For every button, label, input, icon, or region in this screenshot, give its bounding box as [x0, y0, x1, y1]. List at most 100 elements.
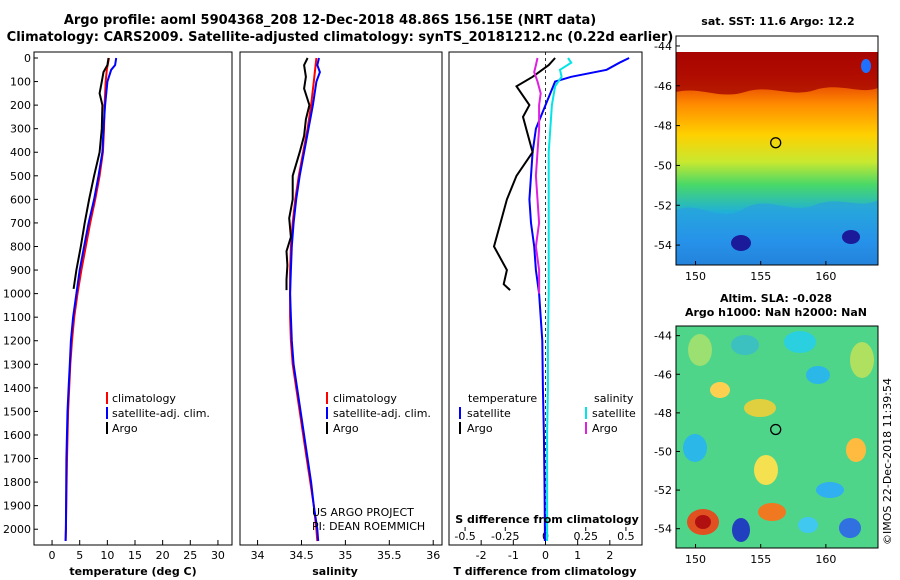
- lon-tick-label: 150: [685, 553, 706, 566]
- lat-tick-label: -50: [654, 445, 672, 458]
- legend-t-argo: Argo: [467, 422, 493, 435]
- sst-map-title: sat. SST: 11.6 Argo: 12.2: [701, 15, 854, 28]
- legend-mark-climatology: [106, 392, 108, 404]
- sla-blob: [744, 399, 776, 417]
- s-difference-tick-label: 0.5: [617, 530, 635, 543]
- temperature-x-tick-label: 20: [156, 549, 170, 562]
- legend-satellite: satellite-adj. clim.: [112, 407, 210, 420]
- sla-map-title1: Altim. SLA: -0.028: [720, 292, 832, 305]
- depth-axis: 0 100 200 300 400 500 600 700 800 900 1000 1100 1200…: [3, 52, 38, 536]
- temperature-x-tick-label: 30: [211, 549, 225, 562]
- sla-blob: [806, 366, 830, 384]
- depth-tick-label: 100: [10, 76, 31, 89]
- depth-tick-label: 400: [10, 146, 31, 159]
- salinity-xlabel: salinity: [312, 565, 358, 578]
- temperature-x-axis: 0 5 10 15 20 25 30: [49, 540, 225, 562]
- salinity-x-axis: 34 34.5 35 35.5 36: [251, 540, 440, 562]
- t-difference-x-tick-label: 2: [606, 549, 613, 562]
- sla-blob: [758, 503, 786, 521]
- temperature-x-tick-label: 0: [49, 549, 56, 562]
- legend-mark-t-satellite: [459, 407, 461, 419]
- t-difference-x-tick-label: 1: [574, 549, 581, 562]
- legend-mark-s-argo: [585, 422, 587, 434]
- temperature-x-tick-label: 10: [100, 549, 114, 562]
- series-t-argo: [492, 57, 556, 291]
- lon-tick-label: 155: [750, 270, 771, 283]
- project-note: US ARGO PROJECT: [312, 506, 414, 519]
- lon-tick-label: 155: [750, 553, 771, 566]
- legend-t-satellite: satellite: [467, 407, 511, 420]
- lat-tick-label: -50: [654, 159, 672, 172]
- series-s-argo: [533, 57, 542, 294]
- depth-tick-label: 1000: [3, 288, 31, 301]
- depth-tick-label: 0: [24, 52, 31, 65]
- sla-blob: [816, 482, 844, 498]
- t-difference-x-tick-label: -2: [476, 549, 487, 562]
- lon-tick-label: 160: [815, 270, 836, 283]
- sla-warm-core: [695, 515, 711, 529]
- pi-note: PI: DEAN ROEMMICH: [312, 520, 425, 533]
- legend-mark-satellite: [326, 407, 328, 419]
- difference-legend: temperature satellite Argo salinity sate…: [459, 392, 636, 435]
- depth-tick-label: 1400: [3, 382, 31, 395]
- depth-tick-label: 1600: [3, 429, 31, 442]
- depth-tick-label: 1700: [3, 453, 31, 466]
- sla-blob: [683, 434, 707, 462]
- argo-position-marker: [770, 137, 782, 149]
- temperature-x-tick-label: 5: [76, 549, 83, 562]
- series-argo: [285, 57, 311, 291]
- sla-map: Altim. SLA: -0.028 Argo h1000: NaN h2000…: [654, 292, 879, 566]
- sla-blob: [839, 518, 861, 538]
- sla-cold-eddy: [732, 518, 750, 542]
- difference-series: [492, 52, 630, 545]
- legend-mark-s-satellite: [585, 407, 587, 419]
- temperature-axes: [33, 51, 233, 546]
- s-difference-xlabel: S difference from climatology: [455, 513, 639, 526]
- salinity-panel: 34 34.5 35 35.5 36 salinity climatology sate…: [239, 51, 443, 578]
- t-difference-x-axis: -2 -1 0 1 2: [476, 540, 613, 562]
- legend-mark-climatology: [326, 392, 328, 404]
- legend-mark-argo: [326, 422, 328, 434]
- lat-tick-label: -48: [654, 407, 672, 420]
- lat-tick-label: -46: [654, 80, 672, 93]
- series-s-satellite: [546, 57, 573, 541]
- series-satellite-adj-clim-: [289, 57, 321, 542]
- sst-warm-band: [676, 52, 878, 95]
- sla-blob: [754, 455, 778, 485]
- s-difference-axis: -0.5 -0.25 0 0.25 0.5: [454, 527, 635, 543]
- salinity-x-tick-label: 35.5: [377, 549, 402, 562]
- sla-blob: [731, 335, 759, 355]
- depth-tick-label: 1200: [3, 335, 31, 348]
- credit-text: ©IMOS 22-Dec-2018 11:39:54: [881, 378, 894, 545]
- sla-map-axes: 150 155 160 -44 -46 -48 -50 -52 -54: [654, 330, 836, 566]
- s-difference-tick-label: 0.25: [573, 530, 598, 543]
- sst-cloud-patch: [861, 59, 871, 73]
- temperature-x-tick-label: 15: [128, 549, 142, 562]
- depth-tick-label: 1900: [3, 500, 31, 513]
- temperature-series: [64, 57, 118, 542]
- temperature-x-tick-label: 25: [183, 549, 197, 562]
- legend-satellite: satellite-adj. clim.: [333, 407, 431, 420]
- series-argo: [72, 57, 110, 290]
- sst-cold-eddy: [731, 235, 751, 251]
- lon-tick-label: 160: [815, 553, 836, 566]
- temperature-panel: 0100200300400500600700800900100011001200…: [3, 51, 233, 578]
- legend-mark-satellite: [106, 407, 108, 419]
- salinity-axes: [239, 51, 443, 546]
- sst-cold-band: [676, 200, 878, 265]
- depth-tick-label: 1100: [3, 311, 31, 324]
- salinity-x-tick-label: 36: [426, 549, 440, 562]
- sla-blob: [846, 438, 866, 462]
- salinity-x-tick-label: 34.5: [289, 549, 314, 562]
- sla-blob: [850, 342, 874, 378]
- sst-map-axes: 150 155 160 -44 -46 -48 -50 -52 -54: [654, 40, 836, 283]
- legend-climatology: climatology: [333, 392, 397, 405]
- legend-mark-t-argo: [459, 422, 461, 434]
- t-difference-xlabel: T difference from climatology: [453, 565, 636, 578]
- depth-tick-label: 1500: [3, 405, 31, 418]
- legend-temperature-title: temperature: [468, 392, 537, 405]
- depth-tick-label: 800: [10, 240, 31, 253]
- lat-tick-label: -54: [654, 523, 672, 536]
- lat-tick-label: -46: [654, 368, 672, 381]
